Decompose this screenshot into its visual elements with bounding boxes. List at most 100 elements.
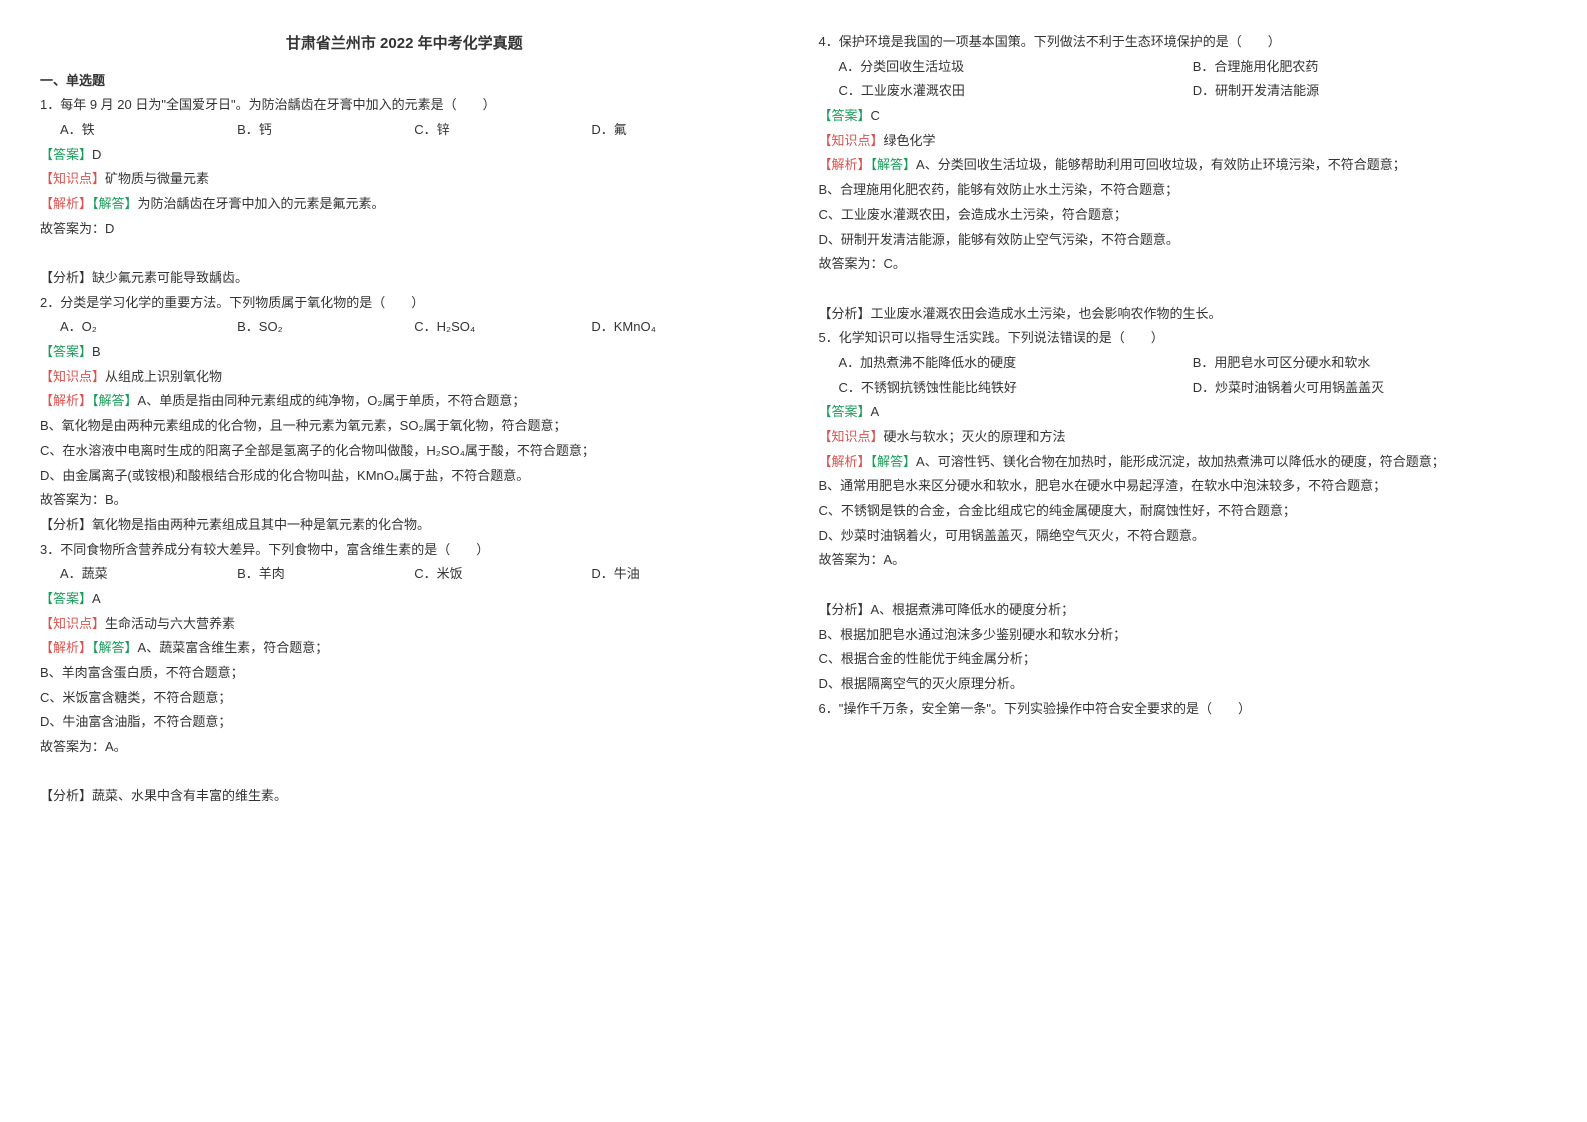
q1-opt-b: B．钙 [237, 118, 414, 143]
q5-answer-val: A [871, 404, 880, 419]
q5-fenxi-c: C、根据合金的性能优于纯金属分析； [819, 647, 1548, 672]
q5-line-b: B、通常用肥皂水来区分硬水和软水，肥皂水在硬水中易起浮渣，在软水中泡沫较多，不符… [819, 474, 1548, 499]
q2-line-b: B、氧化物是由两种元素组成的化合物，且一种元素为氧元素，SO₂属于氧化物，符合题… [40, 414, 769, 439]
q5-knowledge-text: 硬水与软水；灭火的原理和方法 [884, 429, 1066, 444]
q6-stem: 6．"操作千万条，安全第一条"。下列实验操作中符合安全要求的是（ ） [819, 697, 1548, 722]
q4-opt-c: C．工业废水灌溉农田 [839, 79, 1193, 104]
q3-line-a: A、蔬菜富含维生素，符合题意； [138, 640, 329, 655]
q5-opt-b: B．用肥皂水可区分硬水和软水 [1193, 351, 1547, 376]
q3-analysis-a: 【解析】【解答】A、蔬菜富含维生素，符合题意； [40, 636, 769, 661]
answer-label: 【答案】 [40, 591, 92, 606]
q5-line-c: C、不锈钢是铁的合金，合金比组成它的纯金属硬度大，耐腐蚀性好，不符合题意； [819, 499, 1548, 524]
q5-knowledge: 【知识点】硬水与软水；灭火的原理和方法 [819, 425, 1548, 450]
q1-answer: 【答案】D [40, 143, 769, 168]
q5-line-a: A、可溶性钙、镁化合物在加热时，能形成沉淀，故加热煮沸可以降低水的硬度，符合题意… [916, 454, 1445, 469]
q1-opt-a: A．铁 [60, 118, 237, 143]
q2-answer-val: B [92, 344, 101, 359]
q1-fenxi: 【分析】缺少氟元素可能导致龋齿。 [40, 266, 769, 291]
knowledge-label: 【知识点】 [819, 429, 884, 444]
q2-line-d: D、由金属离子(或铵根)和酸根结合形成的化合物叫盐，KMnO₄属于盐，不符合题意… [40, 464, 769, 489]
q4-line-c: C、工业废水灌溉农田，会造成水土污染，符合题意； [819, 203, 1548, 228]
q4-line-b: B、合理施用化肥农药，能够有效防止水土污染，不符合题意； [819, 178, 1548, 203]
q1-options: A．铁 B．钙 C．锌 D．氟 [40, 118, 769, 143]
q1-knowledge: 【知识点】矿物质与微量元素 [40, 167, 769, 192]
q5-opt-c: C．不锈钢抗锈蚀性能比纯铁好 [839, 376, 1193, 401]
q4-opt-b: B．合理施用化肥农药 [1193, 55, 1547, 80]
q4-opt-d: D．研制开发清洁能源 [1193, 79, 1547, 104]
q4-stem: 4．保护环境是我国的一项基本国策。下列做法不利于生态环境保护的是（ ） [819, 30, 1548, 55]
q5-fenxi-b: B、根据加肥皂水通过泡沫多少鉴别硬水和软水分析； [819, 623, 1548, 648]
q3-answer-val: A [92, 591, 101, 606]
fenxi-label: 【分析】 [40, 270, 92, 285]
q3-conclude: 故答案为：A。 [40, 735, 769, 760]
fenxi-label: 【分析】 [819, 306, 871, 321]
q3-line-d: D、牛油富含油脂，不符合题意； [40, 710, 769, 735]
q5-opt-a: A．加热煮沸不能降低水的硬度 [839, 351, 1193, 376]
q4-line-d: D、研制开发清洁能源，能够有效防止空气污染，不符合题意。 [819, 228, 1548, 253]
answer-label: 【答案】 [819, 108, 871, 123]
fenxi-label: 【分析】 [40, 788, 92, 803]
q2-analysis-a: 【解析】【解答】A、单质是指由同种元素组成的纯净物，O₂属于单质，不符合题意； [40, 389, 769, 414]
left-column: 甘肃省兰州市 2022 年中考化学真题 一、单选题 1．每年 9 月 20 日为… [40, 30, 769, 809]
q3-answer: 【答案】A [40, 587, 769, 612]
q2-opt-a: A．O₂ [60, 315, 237, 340]
q5-line-d: D、炒菜时油锅着火，可用锅盖盖灭，隔绝空气灭火，不符合题意。 [819, 524, 1548, 549]
q1-opt-d: D．氟 [591, 118, 768, 143]
q3-line-b: B、羊肉富含蛋白质，不符合题意； [40, 661, 769, 686]
q1-analysis-text: 为防治龋齿在牙膏中加入的元素是氟元素。 [138, 196, 385, 211]
q1-knowledge-text: 矿物质与微量元素 [105, 171, 209, 186]
q5-options: A．加热煮沸不能降低水的硬度 B．用肥皂水可区分硬水和软水 C．不锈钢抗锈蚀性能… [819, 351, 1548, 400]
q5-analysis-a: 【解析】【解答】A、可溶性钙、镁化合物在加热时，能形成沉淀，故加热煮沸可以降低水… [819, 450, 1548, 475]
analysis-sub: 【解答】 [92, 196, 138, 211]
answer-label: 【答案】 [40, 147, 92, 162]
q4-answer: 【答案】C [819, 104, 1548, 129]
q2-line-a: A、单质是指由同种元素组成的纯净物，O₂属于单质，不符合题意； [138, 393, 526, 408]
q2-opt-d: D．KMnO₄ [591, 315, 768, 340]
section-heading: 一、单选题 [40, 69, 769, 94]
q5-opt-d: D．炒菜时油锅着火可用锅盖盖灭 [1193, 376, 1547, 401]
q2-opt-c: C．H₂SO₄ [414, 315, 591, 340]
q2-stem: 2．分类是学习化学的重要方法。下列物质属于氧化物的是（ ） [40, 291, 769, 316]
analysis-sub: 【解答】 [92, 393, 138, 408]
q2-knowledge-text: 从组成上识别氧化物 [105, 369, 222, 384]
analysis-label: 【解析】 [40, 640, 92, 655]
q1-fenxi-text: 缺少氟元素可能导致龋齿。 [92, 270, 248, 285]
q2-fenxi-text: 氧化物是指由两种元素组成且其中一种是氧元素的化合物。 [92, 517, 430, 532]
q4-fenxi-text: 工业废水灌溉农田会造成水土污染，也会影响农作物的生长。 [871, 306, 1222, 321]
q4-opt-a: A．分类回收生活垃圾 [839, 55, 1193, 80]
q2-answer: 【答案】B [40, 340, 769, 365]
q2-conclude: 故答案为：B。 [40, 488, 769, 513]
q2-line-c: C、在水溶液中电离时生成的阳离子全部是氢离子的化合物叫做酸，H₂SO₄属于酸，不… [40, 439, 769, 464]
q5-fenxi-a-text: A、根据煮沸可降低水的硬度分析； [871, 602, 1075, 617]
q1-answer-val: D [92, 147, 101, 162]
analysis-sub: 【解答】 [92, 640, 138, 655]
q5-stem: 5．化学知识可以指导生活实践。下列说法错误的是（ ） [819, 326, 1548, 351]
q3-knowledge: 【知识点】生命活动与六大营养素 [40, 612, 769, 637]
knowledge-label: 【知识点】 [40, 616, 105, 631]
q3-opt-b: B．羊肉 [237, 562, 414, 587]
q4-fenxi: 【分析】工业废水灌溉农田会造成水土污染，也会影响农作物的生长。 [819, 302, 1548, 327]
analysis-label: 【解析】 [819, 454, 871, 469]
fenxi-label: 【分析】 [40, 517, 92, 532]
q4-analysis-a: 【解析】【解答】A、分类回收生活垃圾，能够帮助利用可回收垃圾，有效防止环境污染，… [819, 153, 1548, 178]
right-column: 4．保护环境是我国的一项基本国策。下列做法不利于生态环境保护的是（ ） A．分类… [819, 30, 1548, 809]
q2-options: A．O₂ B．SO₂ C．H₂SO₄ D．KMnO₄ [40, 315, 769, 340]
answer-label: 【答案】 [819, 404, 871, 419]
q3-fenxi: 【分析】蔬菜、水果中含有丰富的维生素。 [40, 784, 769, 809]
q5-answer: 【答案】A [819, 400, 1548, 425]
q3-knowledge-text: 生命活动与六大营养素 [105, 616, 235, 631]
q1-conclude: 故答案为：D [40, 217, 769, 242]
q3-opt-d: D．牛油 [591, 562, 768, 587]
q3-opt-a: A．蔬菜 [60, 562, 237, 587]
knowledge-label: 【知识点】 [40, 171, 105, 186]
q4-options: A．分类回收生活垃圾 B．合理施用化肥农药 C．工业废水灌溉农田 D．研制开发清… [819, 55, 1548, 104]
q2-opt-b: B．SO₂ [237, 315, 414, 340]
q5-fenxi-a: 【分析】A、根据煮沸可降低水的硬度分析； [819, 598, 1548, 623]
analysis-label: 【解析】 [40, 393, 92, 408]
q3-stem: 3．不同食物所含营养成分有较大差异。下列食物中，富含维生素的是（ ） [40, 538, 769, 563]
analysis-sub: 【解答】 [871, 454, 917, 469]
knowledge-label: 【知识点】 [40, 369, 105, 384]
q4-line-a: A、分类回收生活垃圾，能够帮助利用可回收垃圾，有效防止环境污染，不符合题意； [916, 157, 1406, 172]
q5-fenxi-d: D、根据隔离空气的灭火原理分析。 [819, 672, 1548, 697]
q1-stem: 1．每年 9 月 20 日为"全国爱牙日"。为防治龋齿在牙膏中加入的元素是（ ） [40, 93, 769, 118]
